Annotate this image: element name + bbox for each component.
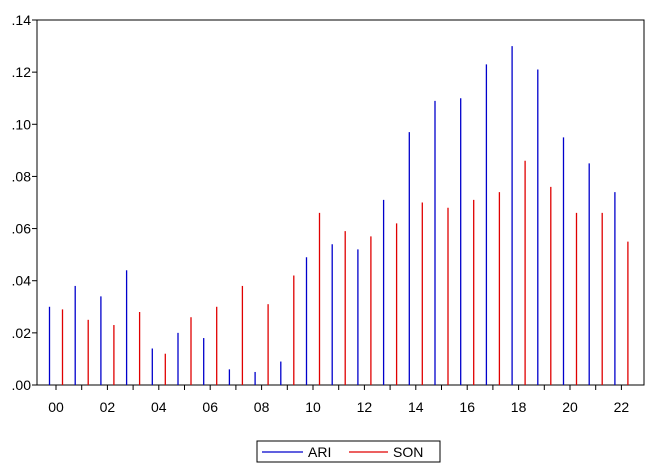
y-tick-label: .14 (12, 12, 32, 28)
x-axis: 00 02 04 06 08 10 12 14 16 18 20 22 (48, 385, 629, 415)
y-tick-label: .08 (12, 168, 32, 184)
x-tick-label: 02 (100, 399, 116, 415)
plot-frame (36, 19, 645, 386)
legend-label-ari: ARI (308, 444, 331, 460)
x-tick-label: 20 (562, 399, 578, 415)
y-tick-label: .02 (12, 325, 32, 341)
x-tick-label: 14 (408, 399, 424, 415)
y-tick-label: .04 (12, 273, 32, 289)
y-tick-label: .10 (12, 116, 32, 132)
x-tick-label: 22 (614, 399, 630, 415)
x-tick-label: 16 (459, 399, 475, 415)
x-tick-label: 10 (305, 399, 321, 415)
x-tick-label: 00 (48, 399, 64, 415)
y-axis: .00 .02 .04 .06 .08 .10 .12 .14 (12, 12, 37, 393)
x-tick-label: 12 (357, 399, 373, 415)
y-tick-label: .12 (12, 64, 32, 80)
legend-label-son: SON (393, 444, 423, 460)
y-tick-label: .00 (12, 377, 32, 393)
legend: ARI SON (256, 440, 441, 463)
x-tick-label: 08 (254, 399, 270, 415)
x-tick-label: 18 (511, 399, 527, 415)
x-tick-label: 04 (151, 399, 167, 415)
x-tick-label: 06 (202, 399, 218, 415)
legend-box (256, 440, 441, 463)
bars (48, 46, 629, 385)
y-tick-label: .06 (12, 221, 32, 237)
